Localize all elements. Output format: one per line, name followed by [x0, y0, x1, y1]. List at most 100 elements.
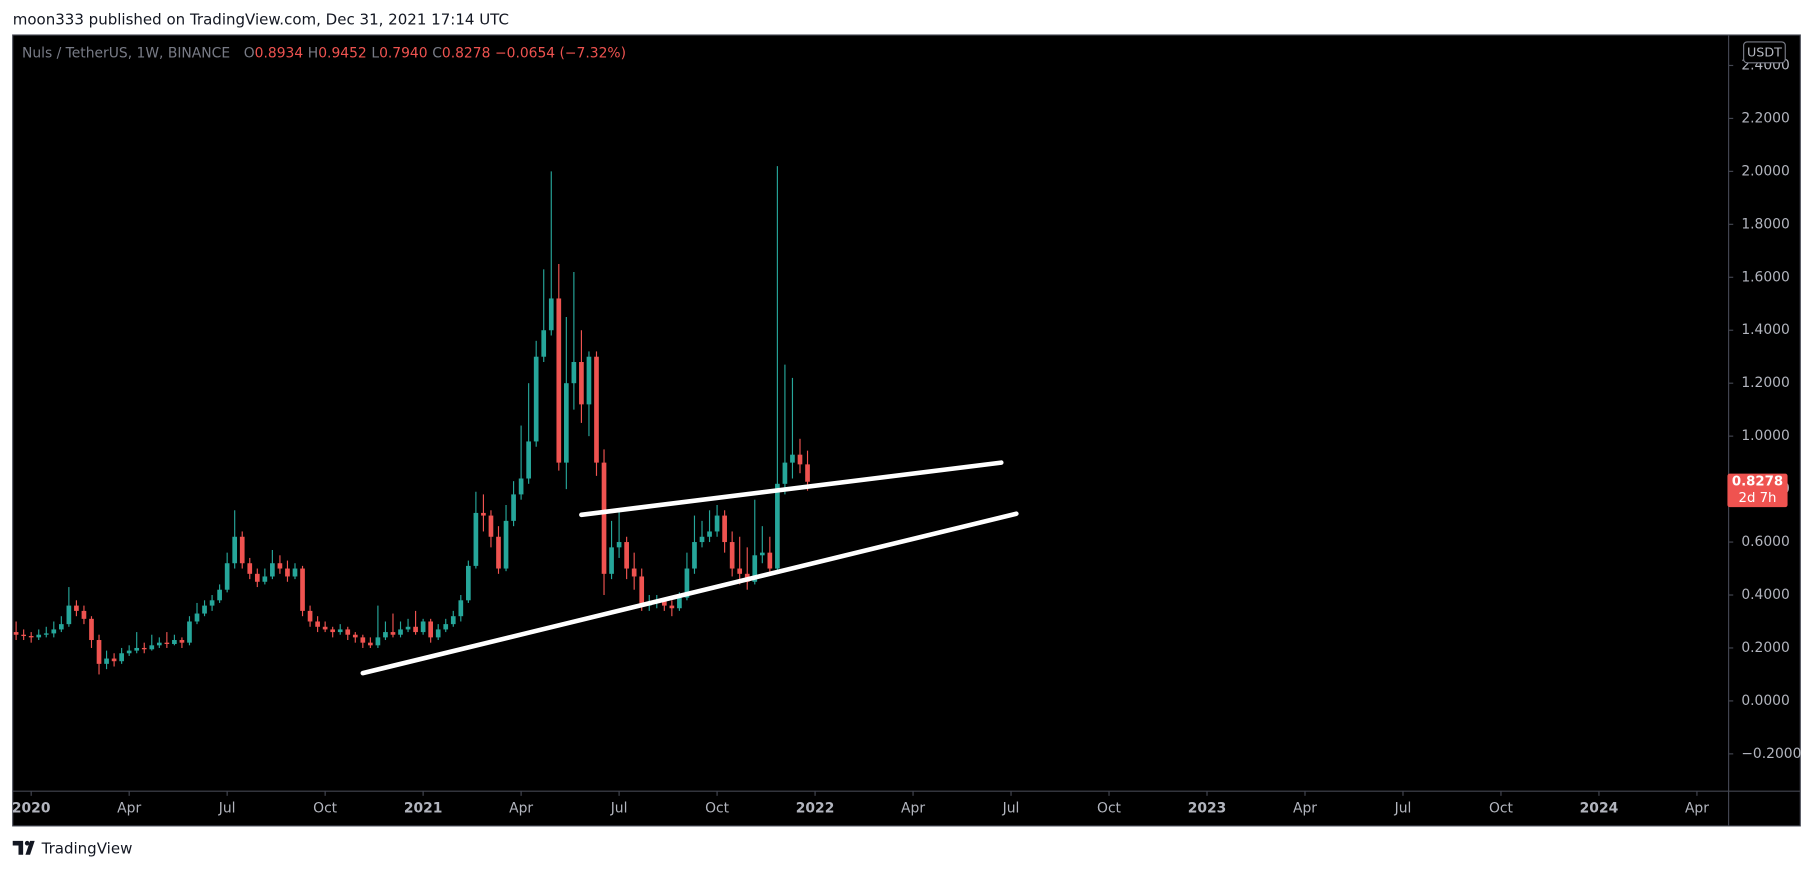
candle-body	[563, 383, 569, 463]
legend-value: 0.8278	[442, 46, 491, 62]
candle-body	[692, 542, 697, 569]
x-tick-label: 2022	[796, 801, 835, 817]
candle-body	[767, 552, 773, 569]
candle-body	[194, 613, 200, 622]
candle-body	[541, 330, 547, 357]
candle-body	[450, 616, 456, 625]
trend-line	[579, 460, 1004, 518]
y-tick-label: 1.8000	[1741, 216, 1790, 232]
y-tick-label: 2.0000	[1741, 163, 1790, 179]
candle-body	[631, 568, 637, 577]
candle-body	[21, 634, 26, 637]
candle-body	[51, 629, 57, 634]
candle-body	[209, 600, 215, 606]
x-tick-label: Apr	[117, 801, 141, 817]
candle-body	[533, 356, 539, 442]
candle-body	[548, 298, 554, 331]
candle-body	[277, 563, 283, 569]
x-tick-label: 2024	[1580, 801, 1619, 817]
candle-body	[164, 642, 170, 644]
currency-box	[1743, 41, 1786, 64]
y-tick-label: 1.4000	[1741, 322, 1790, 338]
candle-body	[435, 629, 441, 638]
trend-line	[360, 511, 1019, 676]
y-tick-label: 0.0000	[1741, 693, 1790, 709]
currency-button[interactable]: USDT	[1743, 41, 1786, 64]
y-tick-label: 0.6000	[1741, 534, 1790, 550]
last-price-tag	[1727, 473, 1788, 508]
candle-body	[586, 356, 592, 405]
y-tick-label: 0.2000	[1741, 640, 1790, 656]
candle-body	[775, 483, 780, 569]
y-tick-label: 0.4000	[1741, 587, 1790, 603]
candle-body	[270, 563, 275, 577]
candle-body	[43, 633, 49, 635]
x-tick-label: Oct	[313, 801, 338, 817]
candle-body	[307, 610, 313, 622]
candle-body	[232, 536, 238, 564]
candle-body	[518, 478, 524, 495]
candle-body	[609, 547, 614, 574]
x-tick-label: Jul	[1002, 801, 1020, 817]
candle-body	[579, 362, 584, 405]
candle-body	[661, 600, 667, 606]
candle-body	[428, 621, 434, 638]
x-tick-label: Apr	[901, 801, 925, 817]
legend-key: C	[432, 46, 442, 62]
logo-dot	[24, 840, 30, 846]
candle-body	[729, 542, 735, 569]
candle-body	[413, 626, 418, 633]
candle-body	[172, 640, 177, 644]
candle-body	[375, 637, 381, 646]
candle-body	[285, 568, 290, 577]
candle-body	[74, 605, 79, 611]
legend-key: H	[308, 46, 318, 62]
bar-countdown: 2d 7h	[1739, 491, 1777, 506]
x-tick-label: 2023	[1188, 801, 1227, 817]
legend-key: O	[244, 46, 255, 62]
candle-body	[300, 568, 305, 611]
candle-body	[759, 552, 765, 556]
candle-body	[503, 520, 509, 569]
footer-logo: TradingView	[12, 840, 132, 858]
candle-body	[420, 621, 426, 633]
candle-body	[639, 576, 645, 606]
candle-body	[126, 650, 132, 654]
candle-body	[337, 629, 343, 633]
candle-body	[805, 464, 810, 482]
candle-body	[360, 637, 366, 643]
candle-body	[254, 573, 260, 582]
candle-body	[722, 515, 727, 543]
candle-body	[390, 632, 396, 635]
legend-value: 0.8934	[255, 46, 304, 62]
candle-body	[179, 640, 185, 643]
candle-body	[458, 600, 464, 617]
candle-body	[473, 512, 479, 566]
candle-body	[466, 565, 471, 601]
legend-key: L	[371, 46, 379, 62]
x-tick-label: Jul	[1394, 801, 1412, 817]
candle-body	[345, 629, 351, 635]
candle-body	[616, 542, 622, 548]
candle-body	[141, 647, 147, 650]
candle-body	[292, 568, 298, 577]
candle-body	[224, 563, 230, 590]
candle-body	[782, 462, 788, 484]
candle-body	[737, 568, 743, 574]
candle-body	[13, 632, 19, 635]
x-tick-label: 2021	[404, 801, 443, 817]
candle-body	[601, 462, 607, 574]
candle-body	[699, 536, 705, 543]
candle-body	[111, 658, 117, 662]
x-tick-label: Jul	[218, 801, 236, 817]
y-tick-label: 1.2000	[1741, 375, 1790, 391]
x-tick-label: Oct	[1097, 801, 1122, 817]
candle-body	[239, 536, 245, 564]
candle-body	[28, 636, 34, 638]
candle-body	[89, 618, 94, 641]
candle-body	[134, 647, 140, 651]
candle-body	[119, 653, 124, 662]
candle-body	[58, 624, 64, 630]
